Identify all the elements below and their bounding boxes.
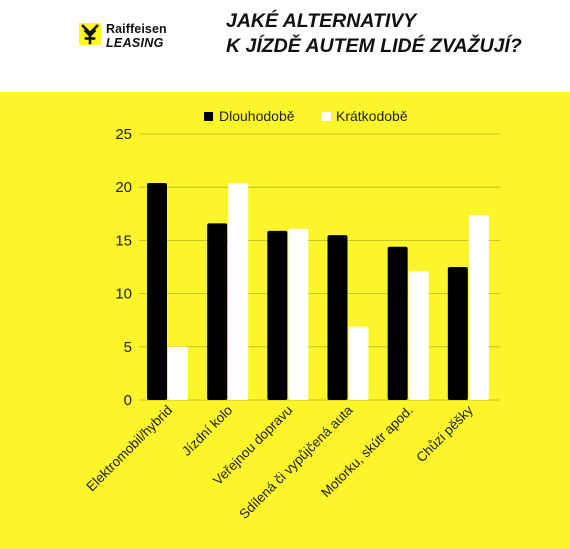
y-axis-ticks: 0 5 10 15 20 25 <box>115 126 132 409</box>
brand-subname: LEASING <box>106 36 164 50</box>
bar-kratkodobe <box>168 346 188 400</box>
raiffeisen-gable-cross-icon <box>79 23 101 45</box>
title-line-1: JAKÉ ALTERNATIVY <box>226 10 417 32</box>
brand-name: Raiffeisen <box>106 22 167 36</box>
x-tick-label: Elektromobil/hybrid <box>83 403 175 495</box>
page-title: JAKÉ ALTERNATIVY K JÍZDĚ AUTEM LIDÉ ZVAŽ… <box>226 9 566 59</box>
y-tick-label: 10 <box>115 286 132 303</box>
y-tick-label: 5 <box>124 339 132 356</box>
legend-label-dlouhodobe: Dlouhodobě <box>219 108 295 124</box>
bar-kratkodobe <box>228 182 249 400</box>
logo: Raiffeisen LEASING <box>79 22 199 56</box>
header: Raiffeisen LEASING JAKÉ ALTERNATIVY K JÍ… <box>0 0 570 92</box>
bar-dlouhodobe <box>147 182 167 400</box>
x-tick-label: Sdílená či vypůjčená auta <box>236 402 356 522</box>
gridlines <box>139 133 500 401</box>
y-tick-label: 0 <box>124 392 132 409</box>
legend-label-kratkodobe: Krátkodobě <box>336 108 408 124</box>
title-line-2: K JÍZDĚ AUTEM LIDÉ ZVAŽUJÍ? <box>226 35 522 57</box>
legend-swatch-kratkodobe <box>322 112 331 121</box>
bar-dlouhodobe <box>267 230 288 400</box>
bar-dlouhodobe <box>327 235 348 400</box>
bar-dlouhodobe <box>387 246 408 400</box>
x-tick-label: Chůzi pěšky <box>413 402 476 465</box>
y-tick-label: 25 <box>115 126 132 143</box>
bar-kratkodobe <box>468 214 489 400</box>
y-tick-label: 20 <box>115 179 132 196</box>
y-tick-label: 15 <box>115 232 132 249</box>
bar-kratkodobe <box>408 271 429 400</box>
legend: Dlouhodobě Krátkodobě <box>204 108 408 124</box>
bar-dlouhodobe <box>447 267 468 400</box>
x-tick-label: Jízdní kolo <box>179 403 235 459</box>
bar-kratkodobe <box>348 326 369 400</box>
bar-dlouhodobe <box>207 223 228 400</box>
bar-kratkodobe <box>288 228 309 400</box>
legend-swatch-dlouhodobe <box>204 112 213 121</box>
bars <box>147 182 489 400</box>
